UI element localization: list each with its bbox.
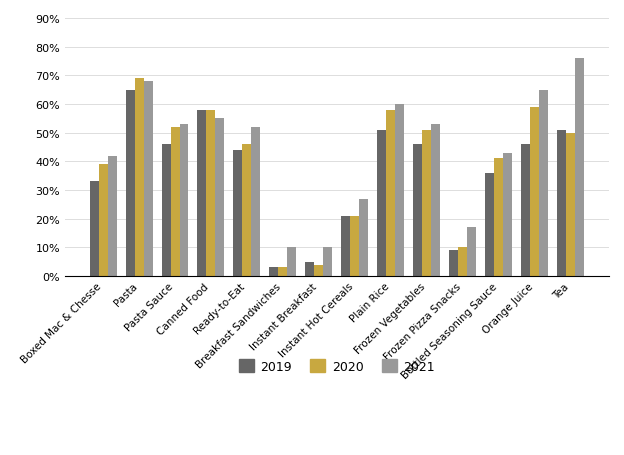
Bar xyxy=(90,182,99,276)
Bar xyxy=(521,145,530,276)
Bar xyxy=(314,265,323,276)
Bar xyxy=(431,125,441,276)
Bar xyxy=(557,131,566,276)
Bar xyxy=(278,268,288,276)
Bar xyxy=(197,111,207,276)
Bar xyxy=(351,216,359,276)
Bar xyxy=(359,199,368,276)
Bar xyxy=(288,248,296,276)
Bar xyxy=(270,268,278,276)
Bar xyxy=(575,59,584,276)
Bar xyxy=(305,262,314,276)
Bar xyxy=(413,145,422,276)
Bar xyxy=(396,105,404,276)
Bar xyxy=(386,111,396,276)
Bar xyxy=(170,128,180,276)
Bar xyxy=(323,248,333,276)
Bar xyxy=(459,248,467,276)
Bar xyxy=(233,151,243,276)
Bar xyxy=(207,111,215,276)
Bar xyxy=(485,173,494,276)
Bar xyxy=(251,128,260,276)
Bar xyxy=(180,125,188,276)
Bar xyxy=(162,145,170,276)
Legend: 2019, 2020, 2021: 2019, 2020, 2021 xyxy=(234,355,440,378)
Bar xyxy=(99,165,107,276)
Bar xyxy=(341,216,351,276)
Bar xyxy=(135,79,144,276)
Bar xyxy=(449,251,459,276)
Bar xyxy=(378,131,386,276)
Bar xyxy=(494,159,504,276)
Bar xyxy=(530,108,539,276)
Bar xyxy=(107,156,117,276)
Bar xyxy=(504,153,512,276)
Bar xyxy=(539,91,548,276)
Bar xyxy=(243,145,251,276)
Bar xyxy=(215,119,225,276)
Bar xyxy=(422,131,431,276)
Bar xyxy=(467,228,476,276)
Bar xyxy=(144,82,152,276)
Bar xyxy=(125,91,135,276)
Bar xyxy=(566,133,575,276)
